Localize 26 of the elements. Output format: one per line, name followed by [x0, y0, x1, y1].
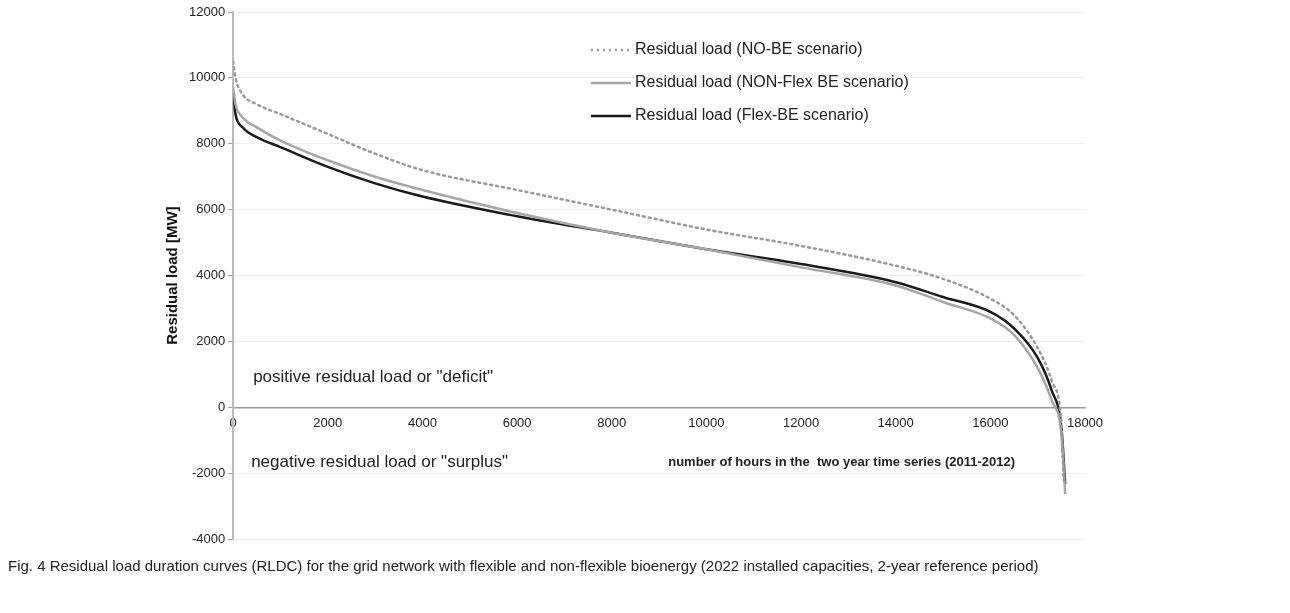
x-tick-label: 10000: [688, 414, 725, 430]
y-tick-label: 0: [217, 398, 226, 414]
x-tick-label: 12000: [782, 414, 820, 430]
y-tick-label: 8000: [196, 135, 226, 151]
y-tick-label: 6000: [196, 201, 226, 217]
y-axis-title: Residual load [MW]: [163, 206, 181, 345]
x-tick-label: 8000: [597, 414, 627, 430]
y-tick-label: 12000: [188, 3, 226, 19]
legend-label: Residual load (Flex-BE scenario): [634, 106, 869, 124]
x-tick-label: 16000: [972, 414, 1009, 430]
y-tick-label: -4000: [191, 530, 226, 546]
legend-label: Residual load (NON-Flex BE scenario): [634, 73, 909, 91]
x-tick-label: 6000: [502, 414, 532, 430]
x-axis-title: number of hours in the two year time series (2011-2012): [668, 453, 1015, 469]
x-tick-label: 18000: [1066, 414, 1104, 430]
annotation: positive residual load or "deficit": [253, 367, 493, 387]
y-tick-label: 4000: [196, 267, 226, 283]
x-tick-label: 2000: [313, 414, 343, 430]
annotation: negative residual load or "surplus": [251, 452, 508, 472]
y-tick-label: 2000: [196, 333, 226, 349]
x-tick-label: 4000: [407, 414, 437, 430]
y-tick-label: 10000: [188, 69, 226, 85]
y-tick-label: -2000: [191, 464, 226, 480]
x-tick-label: 14000: [877, 414, 914, 430]
caption: Fig. 4 Residual load duration curves (RLDC) for the grid network with flexible and non-flexible bioenergy (2022 installed capacities, 2-year reference period): [8, 556, 1040, 576]
legend-label: Residual load (NO-BE scenario): [634, 40, 863, 58]
